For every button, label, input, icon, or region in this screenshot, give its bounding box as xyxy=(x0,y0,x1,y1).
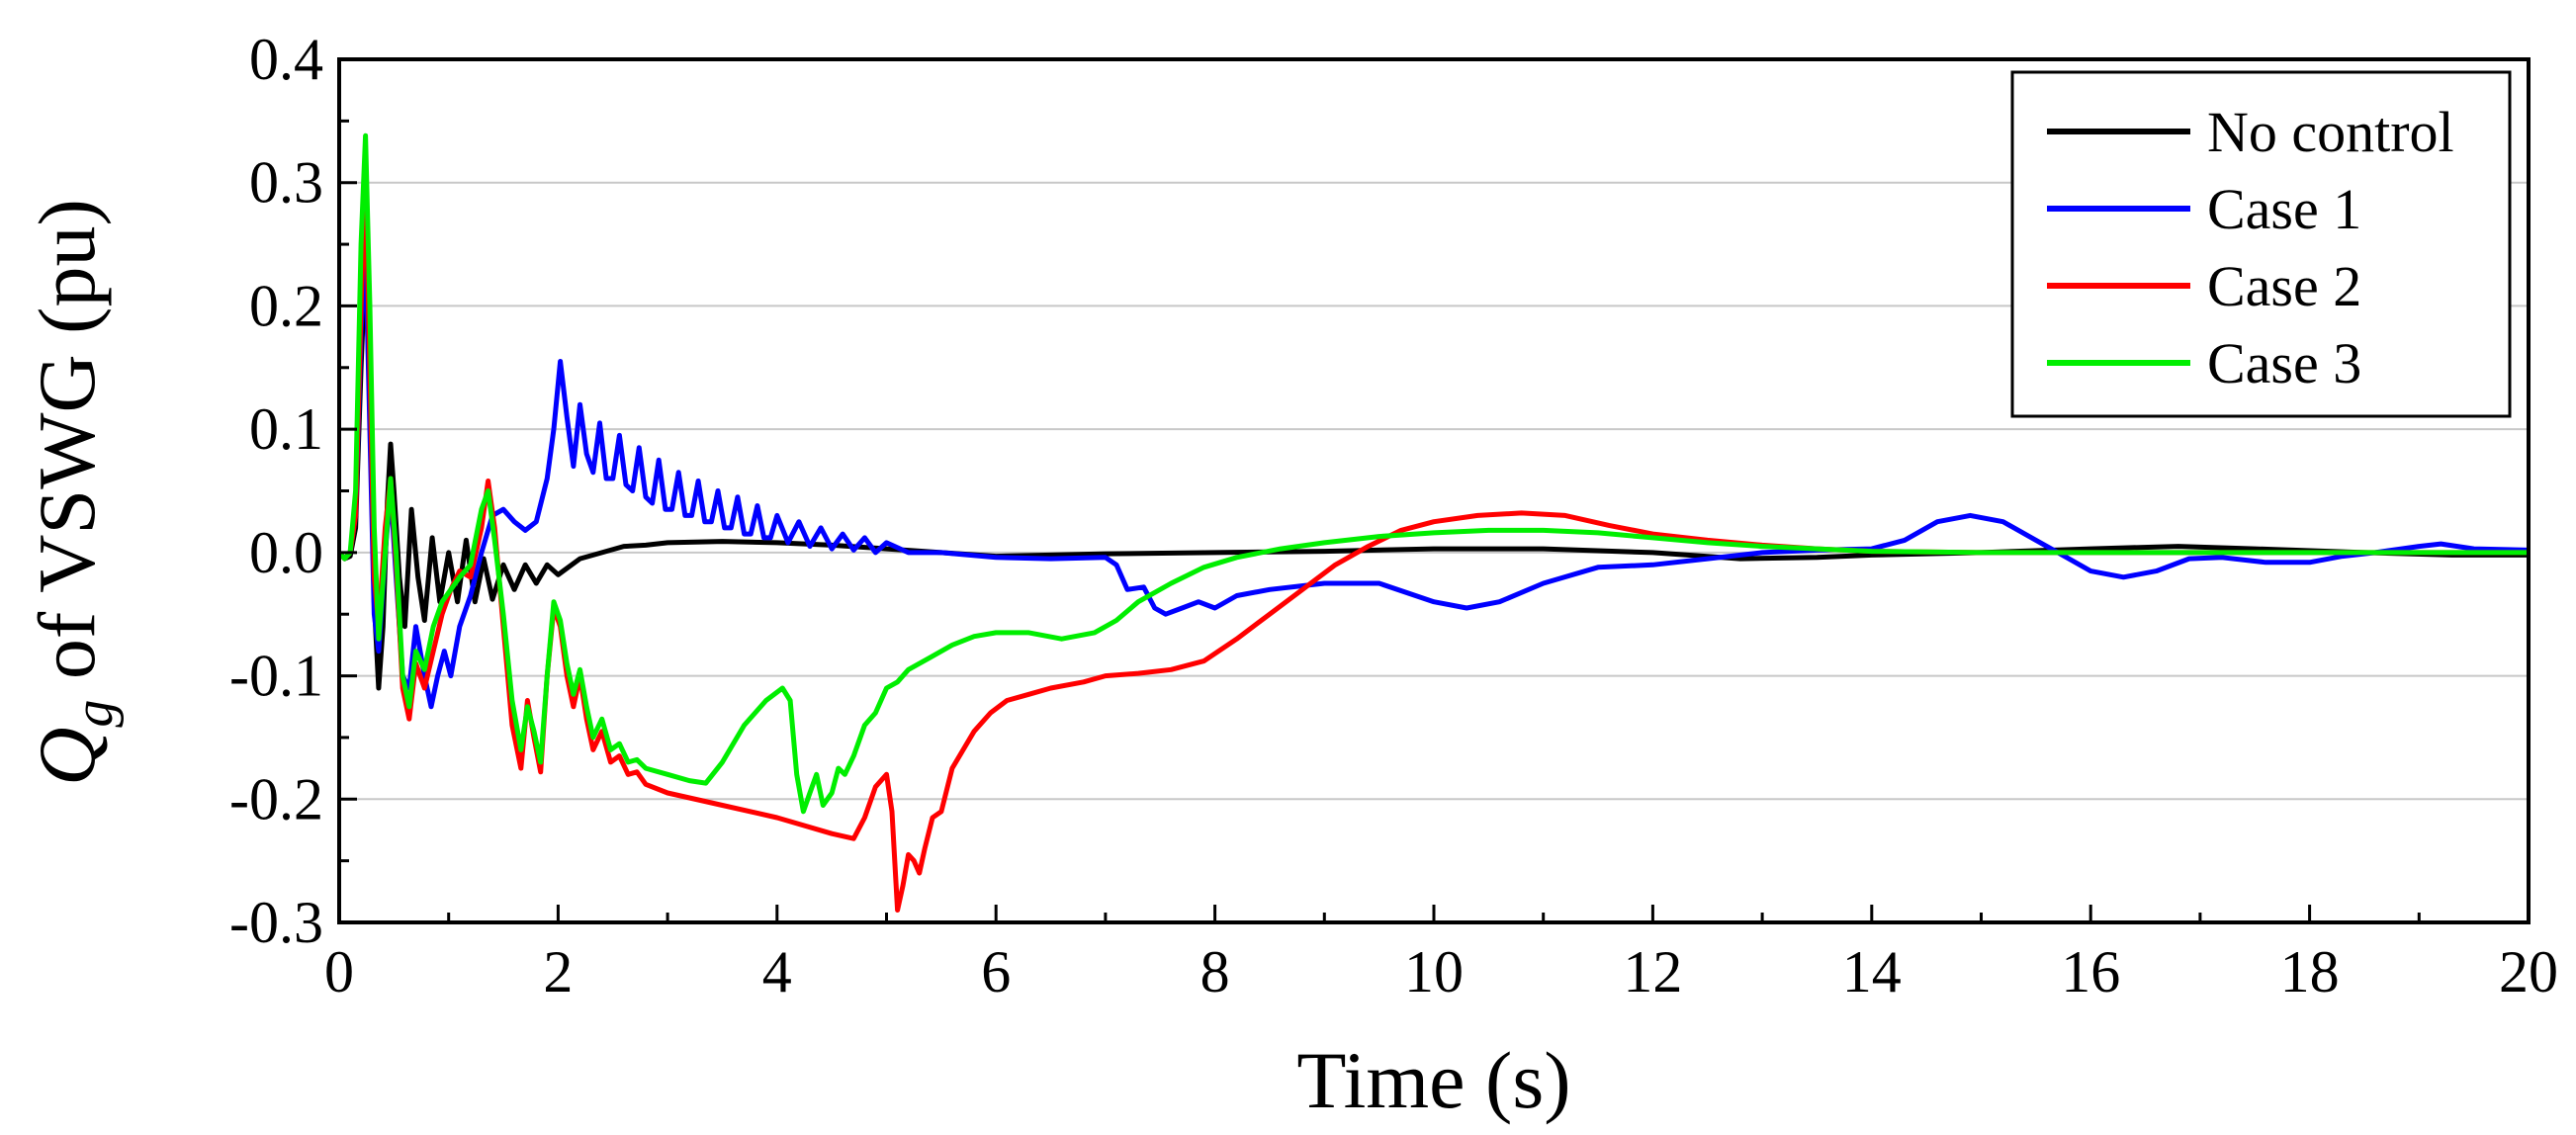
x-tick-label: 2 xyxy=(543,939,573,1004)
legend: No control Case 1 Case 2 Case 3 xyxy=(2010,70,2512,418)
series-line-case-2 xyxy=(337,180,2529,913)
legend-label-no-control: No control xyxy=(2207,100,2454,164)
x-tick-label: 0 xyxy=(324,939,354,1004)
y-tick-label: 0.4 xyxy=(249,27,323,92)
legend-label-case-1: Case 1 xyxy=(2207,177,2361,241)
y-tick-label: -0.2 xyxy=(229,766,323,831)
y-axis-title-symbol: Q xyxy=(22,728,112,786)
legend-items: No control Case 1 Case 2 Case 3 xyxy=(2047,100,2454,395)
series-line-case-3 xyxy=(337,132,2529,815)
y-tick-label: -0.3 xyxy=(229,890,323,955)
x-tick-label: 20 xyxy=(2499,939,2558,1004)
y-axis-title-subscript: g xyxy=(63,700,125,728)
tick-labels: -0.3 -0.2 -0.1 0.0 0.1 0.2 0.3 0.4 0 2 4 6 8 10 12 14 16… xyxy=(229,27,2558,1004)
y-axis-title: Qg of VSWG (pu) xyxy=(22,199,125,786)
x-tick-label: 12 xyxy=(1623,939,1682,1004)
y-axis-title-suffix: of VSWG (pu) xyxy=(22,199,112,699)
series-lines xyxy=(337,132,2530,913)
y-tick-label: 0.2 xyxy=(249,273,323,338)
x-tick-label: 4 xyxy=(762,939,792,1004)
y-tick-label: 0.1 xyxy=(249,396,323,462)
x-axis-title: Time (s) xyxy=(1296,1035,1570,1125)
legend-label-case-2: Case 2 xyxy=(2207,254,2361,318)
y-tick-label: -0.1 xyxy=(229,644,323,709)
x-tick-label: 8 xyxy=(1200,939,1230,1004)
legend-label-case-3: Case 3 xyxy=(2207,331,2361,395)
axis-ticks xyxy=(337,57,2531,924)
y-tick-label: 0.0 xyxy=(249,520,323,585)
y-tick-label: 0.3 xyxy=(249,150,323,216)
x-tick-label: 6 xyxy=(981,939,1011,1004)
grid-lines xyxy=(339,181,2529,801)
x-tick-label: 14 xyxy=(1842,939,1902,1004)
x-tick-label: 10 xyxy=(1404,939,1464,1004)
x-tick-label: 16 xyxy=(2061,939,2120,1004)
x-tick-label: 18 xyxy=(2280,939,2340,1004)
